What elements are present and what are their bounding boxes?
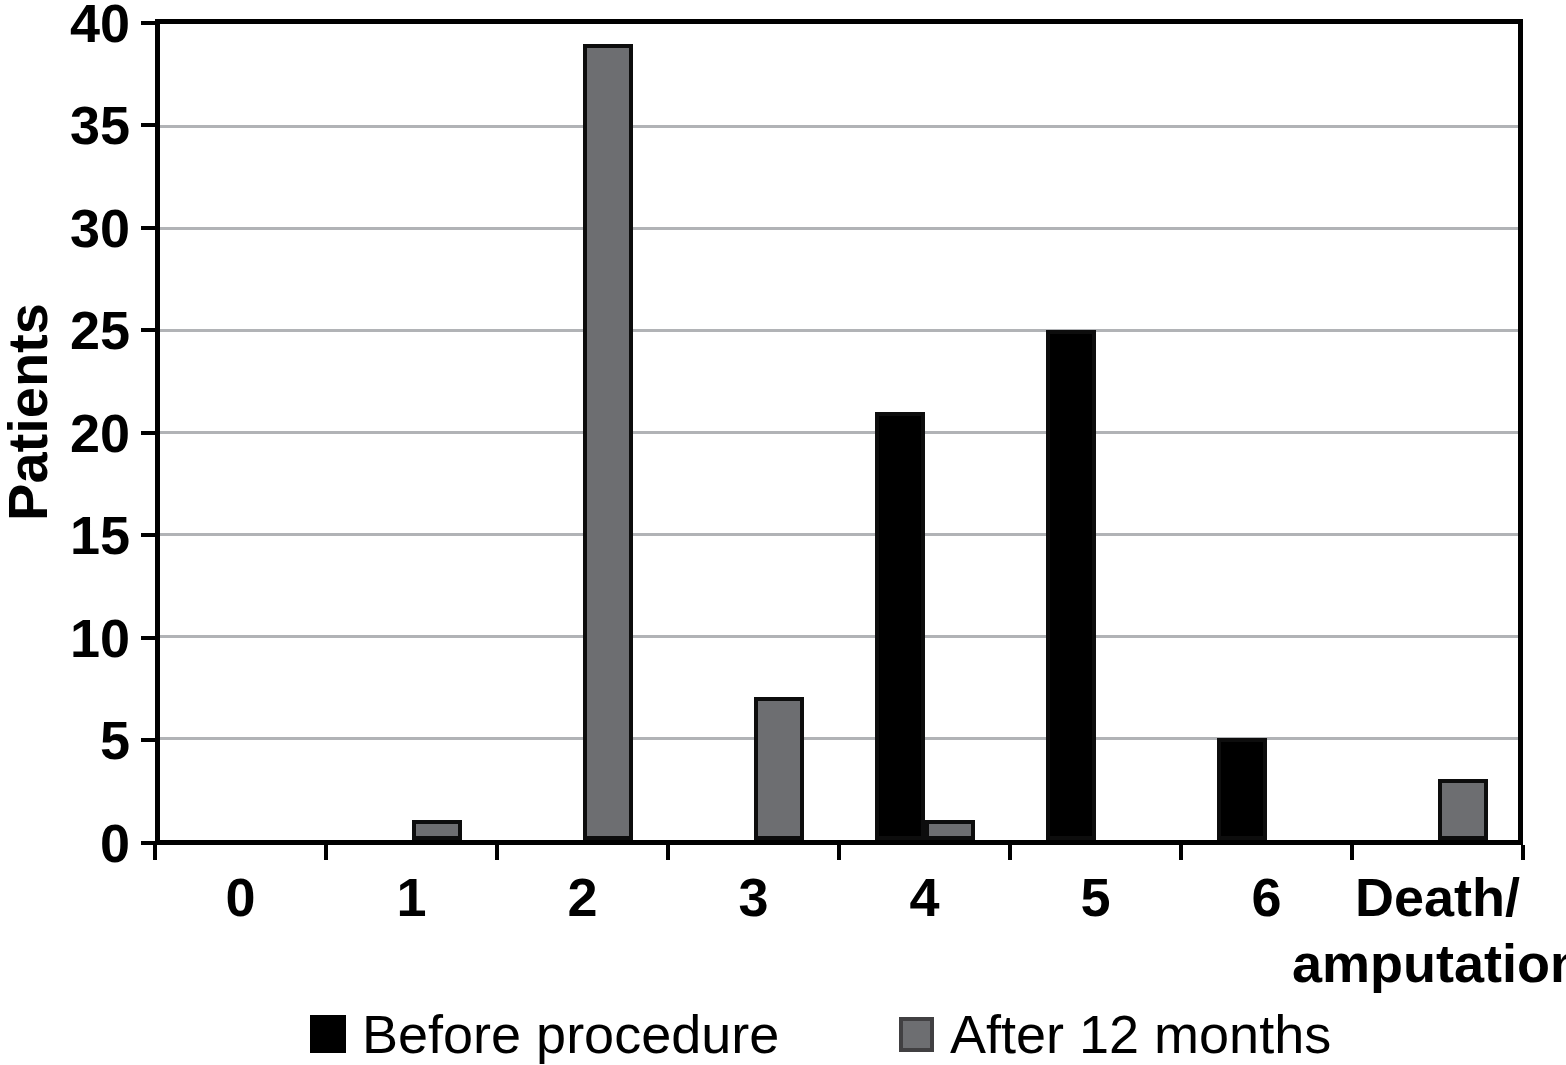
gridline (160, 635, 1518, 638)
gridline (160, 329, 1518, 332)
y-tick-label: 30 (0, 196, 130, 260)
bar-before-4 (875, 412, 925, 840)
y-tick-label: 35 (0, 93, 130, 157)
y-axis-tick (141, 533, 156, 537)
x-axis-tick (153, 845, 157, 860)
y-tick-label: 15 (0, 503, 130, 567)
bar-before-6 (1217, 738, 1267, 840)
x-tick-label: Death/amputation (1288, 864, 1566, 996)
x-axis-tick (1350, 845, 1354, 860)
bar-after-3 (754, 697, 804, 840)
plot-inner (160, 24, 1518, 840)
bar-after-1 (412, 820, 462, 840)
y-tick-label: 5 (0, 708, 130, 772)
plot-area (155, 19, 1523, 845)
y-axis-tick (141, 431, 156, 435)
y-tick-label: 20 (0, 401, 130, 465)
bar-after-2 (583, 44, 633, 840)
legend-label-before-procedure: Before procedure (362, 1003, 779, 1065)
y-axis-tick (141, 226, 156, 230)
gridline (160, 125, 1518, 128)
x-axis-tick (666, 845, 670, 860)
x-axis-tick (1521, 845, 1525, 860)
y-axis-tick (141, 123, 156, 127)
x-axis-tick (837, 845, 841, 860)
legend-item-after-12-months: After 12 months (899, 1003, 1331, 1065)
bar-after-death-amputation (1438, 779, 1488, 840)
y-axis-tick (141, 21, 156, 25)
gridline (160, 431, 1518, 434)
x-axis-tick (495, 845, 499, 860)
y-tick-label: 25 (0, 298, 130, 362)
y-axis-tick (141, 636, 156, 640)
legend-swatch-before-procedure-icon (310, 1015, 346, 1053)
x-axis-tick (1179, 845, 1183, 860)
x-axis-tick (324, 845, 328, 860)
bar-chart: Patients 05101520253035400123456Death/am… (0, 0, 1566, 1065)
y-tick-label: 40 (0, 0, 130, 55)
gridline (160, 533, 1518, 536)
y-tick-label: 10 (0, 606, 130, 670)
gridline (160, 737, 1518, 740)
y-axis-tick (141, 841, 156, 845)
x-axis-tick (1008, 845, 1012, 860)
bar-before-5 (1046, 330, 1096, 840)
y-axis-tick (141, 738, 156, 742)
gridline (160, 227, 1518, 230)
legend-swatch-after-12-months-icon (899, 1017, 934, 1052)
y-axis-tick (141, 328, 156, 332)
legend-item-before-procedure: Before procedure (310, 1003, 779, 1065)
bar-after-4 (925, 820, 975, 840)
legend-label-after-12-months: After 12 months (950, 1003, 1331, 1065)
